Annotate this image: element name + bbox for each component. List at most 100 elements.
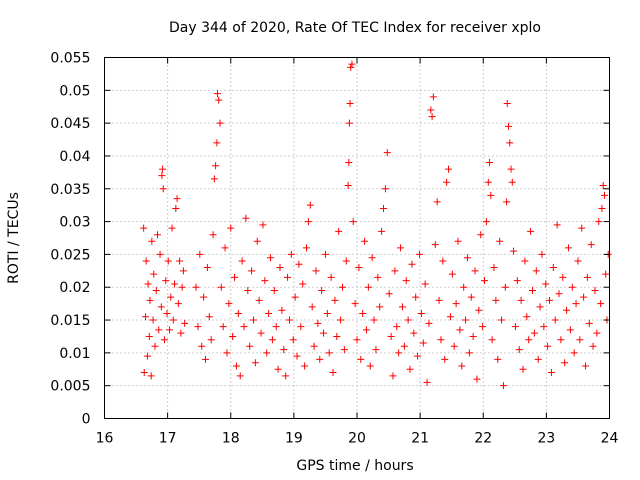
data-point <box>419 339 427 347</box>
data-point <box>270 287 278 295</box>
data-point <box>146 296 154 304</box>
axis-ticks <box>104 57 610 419</box>
data-point <box>487 191 495 199</box>
data-point <box>568 283 576 291</box>
data-point <box>517 296 525 304</box>
data-point <box>372 346 380 354</box>
data-point <box>246 342 254 350</box>
data-point <box>477 231 485 239</box>
data-point <box>151 342 159 350</box>
data-point <box>353 336 361 344</box>
data-point <box>383 149 391 157</box>
data-point <box>583 273 591 281</box>
data-point <box>331 296 339 304</box>
data-point <box>308 303 316 311</box>
grid-lines <box>104 57 610 419</box>
data-point <box>494 355 502 363</box>
data-point <box>202 355 209 363</box>
data-point <box>160 336 168 344</box>
data-point <box>439 257 447 265</box>
data-point <box>166 326 174 334</box>
data-point <box>475 306 483 314</box>
data-point <box>602 270 610 278</box>
data-point <box>582 362 590 370</box>
data-point <box>446 313 454 321</box>
data-point <box>142 313 150 321</box>
data-point <box>389 372 397 380</box>
data-point <box>450 342 458 350</box>
data-point <box>337 316 345 324</box>
data-point <box>566 326 574 334</box>
data-point <box>229 332 237 340</box>
data-point <box>362 326 370 334</box>
data-point <box>145 332 153 340</box>
data-point <box>284 273 292 281</box>
data-point <box>231 273 239 281</box>
data-point <box>486 159 494 167</box>
data-point <box>417 309 425 317</box>
data-point <box>157 303 165 311</box>
data-point <box>148 237 156 245</box>
data-point <box>192 283 200 291</box>
data-point <box>257 329 265 337</box>
data-point <box>178 283 186 291</box>
data-point <box>376 303 384 311</box>
data-point <box>207 336 215 344</box>
data-point <box>404 316 412 324</box>
data-point <box>253 237 261 245</box>
data-point <box>519 365 527 373</box>
data-point <box>223 349 231 357</box>
data-point <box>473 375 481 383</box>
data-point <box>159 165 167 173</box>
data-point <box>481 277 489 285</box>
data-point <box>344 181 352 189</box>
data-point <box>415 250 423 258</box>
data-point <box>448 270 456 278</box>
data-point <box>140 369 148 377</box>
data-point <box>484 178 492 186</box>
data-point <box>595 218 603 226</box>
data-point <box>402 277 410 285</box>
data-point <box>561 359 569 367</box>
data-point <box>167 293 175 301</box>
data-point <box>600 191 608 199</box>
data-point <box>393 323 401 331</box>
data-point <box>209 231 217 239</box>
data-point <box>443 178 451 186</box>
data-point <box>380 204 388 212</box>
data-point <box>346 99 354 107</box>
data-point <box>501 283 509 291</box>
data-point <box>276 264 284 272</box>
data-point <box>251 359 259 367</box>
data-point <box>538 250 546 258</box>
data-point <box>408 260 416 268</box>
data-point <box>492 296 500 304</box>
data-point <box>278 306 286 314</box>
data-point <box>471 267 479 275</box>
data-point <box>205 313 213 321</box>
data-point <box>572 300 580 308</box>
x-tick-label: 19 <box>285 431 303 447</box>
y-tick-label: 0.055 <box>50 51 90 67</box>
x-tick-label: 17 <box>159 431 177 447</box>
data-point <box>507 165 515 173</box>
data-point <box>149 316 157 324</box>
data-point <box>171 280 179 288</box>
data-point <box>267 254 275 262</box>
x-tick-label: 24 <box>601 431 619 447</box>
data-point <box>488 336 496 344</box>
data-point <box>563 306 571 314</box>
data-point <box>248 267 256 275</box>
data-point <box>546 296 554 304</box>
data-point <box>515 346 523 354</box>
data-point <box>259 221 267 229</box>
data-point <box>303 244 310 252</box>
x-axis-label: GPS time / hours <box>296 458 413 474</box>
data-point <box>525 336 533 344</box>
data-point <box>425 319 433 327</box>
data-point <box>176 257 184 265</box>
data-point <box>200 293 208 301</box>
data-point <box>580 293 588 301</box>
data-point <box>316 355 324 363</box>
data-point <box>320 329 328 337</box>
